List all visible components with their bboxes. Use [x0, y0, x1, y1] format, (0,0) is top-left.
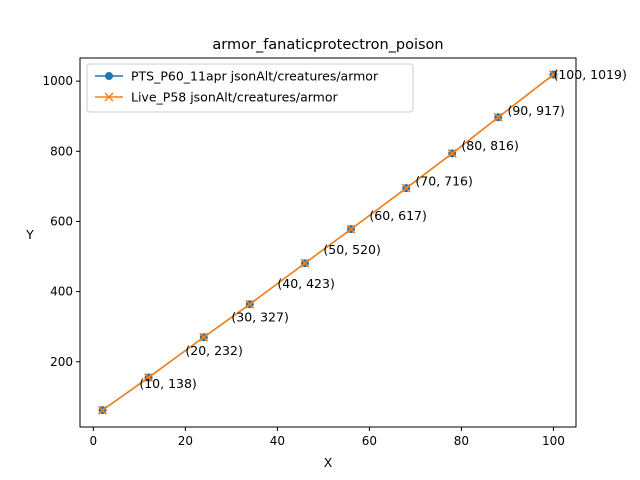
y-tick-label: 600	[50, 214, 73, 228]
data-label: (80, 816)	[461, 138, 518, 153]
y-tick-label: 800	[50, 144, 73, 158]
data-label: (60, 617)	[369, 208, 426, 223]
data-label: (50, 520)	[323, 242, 380, 257]
legend-marker-live	[104, 92, 114, 102]
legend-label-live: Live_P58 jsonAlt/creatures/armor	[131, 90, 338, 105]
series-1-point	[346, 224, 356, 234]
series-line-1	[102, 73, 554, 411]
x-tick-label: 80	[454, 434, 469, 448]
series-1-point	[199, 332, 209, 342]
x-tick-label: 0	[90, 434, 98, 448]
plot-frame	[79, 57, 577, 428]
point-annotations: (10, 138) (20, 232) (30, 327) (40, 423) (50,…	[139, 67, 626, 391]
data-label: (90, 917)	[507, 103, 564, 118]
x-tick-label: 40	[270, 434, 285, 448]
x-tick-label: 100	[542, 434, 565, 448]
data-label: (70, 716)	[415, 173, 472, 188]
data-label: (20, 232)	[185, 343, 242, 358]
data-label: (10, 138)	[139, 376, 196, 391]
series-1-point	[447, 148, 457, 158]
y-tick-label: 1000	[42, 74, 73, 88]
series-1-point	[245, 299, 255, 309]
data-label: (30, 327)	[231, 310, 288, 325]
legend-label-pts: PTS_P60_11apr jsonAlt/creatures/armor	[131, 69, 379, 84]
legend-box	[86, 63, 414, 113]
series-1-point	[144, 373, 154, 383]
x-tick-label: 60	[362, 434, 377, 448]
x-axis-label: X	[324, 455, 333, 470]
y-axis-label: Y	[25, 227, 34, 242]
series-1-point	[98, 405, 108, 415]
series-1-point	[548, 69, 558, 80]
x-tick-label: 20	[178, 434, 193, 448]
data-label: (40, 423)	[277, 276, 334, 291]
plot-area	[98, 69, 558, 415]
chart-title: armor_fanaticprotectron_poison	[212, 37, 443, 53]
series-1-point	[300, 258, 310, 268]
y-tick-label: 400	[50, 285, 73, 299]
series-1-point	[401, 183, 411, 193]
legend-marker-pts	[105, 72, 113, 80]
legend: PTS_P60_11apr jsonAlt/creatures/armor Li…	[86, 63, 414, 113]
y-axis: 200 400 600 800 1000	[42, 74, 80, 369]
x-axis: 0 20 40 60 80 100	[90, 427, 565, 448]
series-1-point	[493, 112, 503, 122]
y-tick-label: 200	[50, 355, 73, 369]
data-label: (100, 1019)	[553, 67, 626, 82]
